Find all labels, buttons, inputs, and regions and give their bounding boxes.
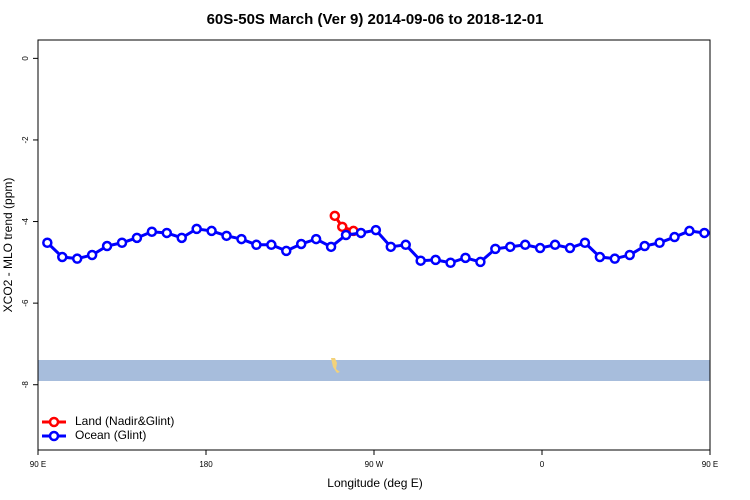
point [505,241,516,253]
y-tick-label: -6 [21,299,30,307]
point [325,241,337,253]
x-tick-label: 180 [199,460,213,469]
chart-title: 60S-50S March (Ver 9) 2014-09-06 to 2018… [207,11,544,28]
point [699,227,710,239]
y-tick-label: -4 [21,217,30,225]
x-tick-label: 0 [540,460,545,469]
point [340,229,352,241]
point [460,252,471,264]
point [266,239,277,251]
point [57,251,68,263]
point [639,240,650,252]
point [42,237,53,249]
point [475,256,486,268]
legend-marker [48,430,60,442]
point [131,232,143,244]
point [400,239,411,251]
point [579,237,591,249]
x-tick-label: 90 E [30,460,46,469]
x-tick-label: 90 E [702,460,718,469]
map-land [331,358,340,373]
x-tick-label: 90 W [365,460,384,469]
legend-label: Ocean (Glint) [75,428,146,442]
point [146,226,158,237]
point [415,255,426,266]
point [206,225,217,237]
point [385,241,397,253]
legend-marker [48,416,60,428]
point [624,249,635,261]
point [101,240,113,252]
point [445,257,456,268]
point [430,254,441,266]
point [609,253,621,264]
point [310,233,322,245]
point [534,242,546,254]
point [295,238,307,250]
x-axis-label: Longitude (deg E) [327,476,422,490]
point [281,245,292,257]
point [329,210,341,222]
point [549,239,561,251]
point [221,230,232,242]
point [236,233,247,245]
point [251,239,262,251]
point [594,251,606,263]
y-axis-label: XCO2 - MLO trend (ppm) [1,178,15,313]
point [191,223,202,235]
point [519,239,531,251]
point [370,224,382,236]
point [355,227,367,239]
point [161,227,173,239]
point [684,225,695,237]
point [176,232,187,244]
point [337,221,348,233]
point [669,231,680,243]
map-strip [38,360,710,381]
point [71,253,83,264]
point [654,237,665,249]
legend-label: Land (Nadir&Glint) [75,414,174,428]
plot-frame [37,39,711,451]
point [86,249,98,261]
y-tick-label: -2 [21,136,30,144]
point [490,243,501,255]
y-tick-label: 0 [21,56,30,61]
y-tick-label: -8 [21,381,30,389]
point [116,237,128,249]
point [564,242,576,254]
